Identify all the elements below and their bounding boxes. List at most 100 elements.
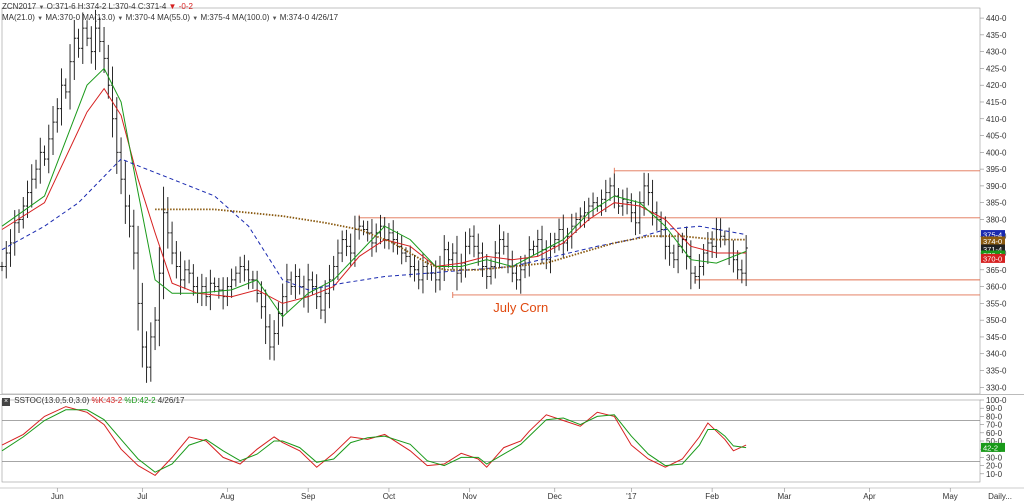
ma21-dropdown-icon[interactable]: ▼ xyxy=(37,16,44,22)
price-tag: 370-0 xyxy=(981,253,1005,263)
ohlc-bar xyxy=(59,68,64,126)
ohlc-bar xyxy=(604,179,608,213)
stoch-line-k xyxy=(1,406,747,477)
ohlc-bar xyxy=(370,219,374,257)
ma100-dropdown-icon[interactable]: ▼ xyxy=(271,16,278,22)
ohlc-bar xyxy=(706,232,710,264)
ma-last-label: M:374-0 4/26/17 xyxy=(279,13,339,22)
stoch-date: 4/26/17 xyxy=(157,396,185,405)
stoch-axis-label: 30-0 xyxy=(986,453,1003,462)
ohlc-bar xyxy=(246,260,251,290)
ohlc-bar xyxy=(212,277,217,293)
ma55-label[interactable]: M:370-4 MA(55.0) xyxy=(125,13,191,22)
symbol-dropdown-icon[interactable]: ▼ xyxy=(38,5,45,11)
ma13-dropdown-icon[interactable]: ▼ xyxy=(117,16,124,22)
ohlc-bar xyxy=(149,322,153,382)
ohlc-bar xyxy=(166,197,170,249)
ohlc-bar xyxy=(272,320,276,361)
ohlc-bar xyxy=(489,258,493,285)
ohlc-bar xyxy=(404,247,408,263)
ma-line-ma130 xyxy=(1,87,747,304)
time-axis-label: Oct xyxy=(383,492,396,501)
price-axis-label: 405-0 xyxy=(986,132,1007,141)
ohlc-bar xyxy=(208,269,213,311)
ma-line-ma1000 xyxy=(155,208,747,271)
price-header: ZCN2017 ▼ O:371-6 H:374-2 L:370-4 C:371-… xyxy=(2,2,193,11)
price-axis-label: 415-0 xyxy=(986,98,1007,107)
price-tag-box xyxy=(981,244,1005,254)
price-tag-label: 371-4 xyxy=(983,245,1002,254)
annotation-july-corn: July Corn xyxy=(493,300,548,315)
ohlc-bar xyxy=(34,159,38,189)
ohlc-bar xyxy=(455,235,459,291)
time-axis-label: Apr xyxy=(863,492,876,501)
ma-line-ma550 xyxy=(1,158,747,291)
ohlc-bar xyxy=(29,164,34,208)
down-arrow-icon: ▼ xyxy=(168,2,177,11)
ohlc-bar xyxy=(280,283,285,327)
ma55-dropdown-icon[interactable]: ▼ xyxy=(192,16,199,22)
ohlc-bar xyxy=(535,229,540,257)
time-axis-label: Mar xyxy=(778,492,792,501)
ohlc-bar xyxy=(115,97,119,174)
price-axis-label: 380-0 xyxy=(986,215,1007,224)
price-axis-label: 440-0 xyxy=(986,14,1007,23)
ohlc-bar xyxy=(263,289,268,345)
ohlc-bar xyxy=(178,251,183,295)
time-axis-label: Feb xyxy=(705,492,719,501)
stoch-label[interactable]: SSTOC(13.0,5.0,3.0) xyxy=(14,396,90,405)
ohlc-bar xyxy=(293,264,298,299)
ohlc-bar xyxy=(344,229,349,257)
ohlc-bar xyxy=(480,242,485,277)
ohlc-bar xyxy=(744,235,748,287)
ohlc-bar xyxy=(327,264,332,309)
ohlc-bar xyxy=(416,260,421,290)
ohlc-bar xyxy=(425,259,430,280)
ohlc-bar xyxy=(204,277,208,307)
ohlc-bar xyxy=(25,180,30,219)
ohlc-bar xyxy=(285,263,289,313)
ohlc-bar xyxy=(578,207,583,229)
ohlc-bar xyxy=(408,245,413,278)
symbol-label[interactable]: ZCN2017 xyxy=(2,2,37,11)
price-axis-label: 410-0 xyxy=(986,115,1007,124)
ohlc-bar xyxy=(450,243,455,270)
ohlc-bar xyxy=(4,241,9,279)
price-axis-label: 435-0 xyxy=(986,31,1007,40)
time-axis-label: Dec xyxy=(548,492,562,501)
change-value: -0-2 xyxy=(178,2,193,11)
ohlc-bar xyxy=(80,12,85,64)
ohlc-bar xyxy=(446,241,451,268)
ma-header: MA(21.0) ▼ MA:370-0 MA(13.0) ▼ M:370-4 M… xyxy=(2,13,338,22)
ohlc-bar xyxy=(85,20,89,47)
ohlc-bar xyxy=(93,9,98,70)
ohlc-bar xyxy=(234,266,238,287)
ohlc-bar xyxy=(170,221,174,265)
ohlc-bar xyxy=(46,124,51,174)
stoch-axis-label: 60-0 xyxy=(986,429,1003,438)
price-axis-label: 425-0 xyxy=(986,64,1007,73)
ohlc-bar xyxy=(76,28,81,58)
ohlc-bar xyxy=(361,220,366,236)
ohlc-bar xyxy=(523,254,527,279)
ma21-label[interactable]: MA(21.0) xyxy=(2,13,35,22)
price-tag-box xyxy=(981,253,1005,263)
ohlc-bar xyxy=(251,270,255,289)
price-axis-label: 360-0 xyxy=(986,283,1007,292)
ohlc-bar xyxy=(336,239,340,280)
close-panel-icon[interactable]: × xyxy=(2,398,10,406)
ma100-label[interactable]: M:375-4 MA(100.0) xyxy=(200,13,270,22)
ohlc-bar xyxy=(476,233,481,266)
ohlc-bar xyxy=(187,259,191,284)
ma-line-ma210 xyxy=(1,67,747,318)
ohlc-bar xyxy=(161,186,166,300)
price-panel-frame xyxy=(1,7,981,395)
price-axis-label: 390-0 xyxy=(986,182,1007,191)
ohlc-bar xyxy=(229,268,234,298)
ma13-label[interactable]: MA:370-0 MA(13.0) xyxy=(45,13,116,22)
ohlc-bar xyxy=(646,173,651,206)
ohlc-bar xyxy=(72,19,77,80)
ohlc-bar xyxy=(467,228,472,255)
ohlc-bar xyxy=(697,254,702,289)
